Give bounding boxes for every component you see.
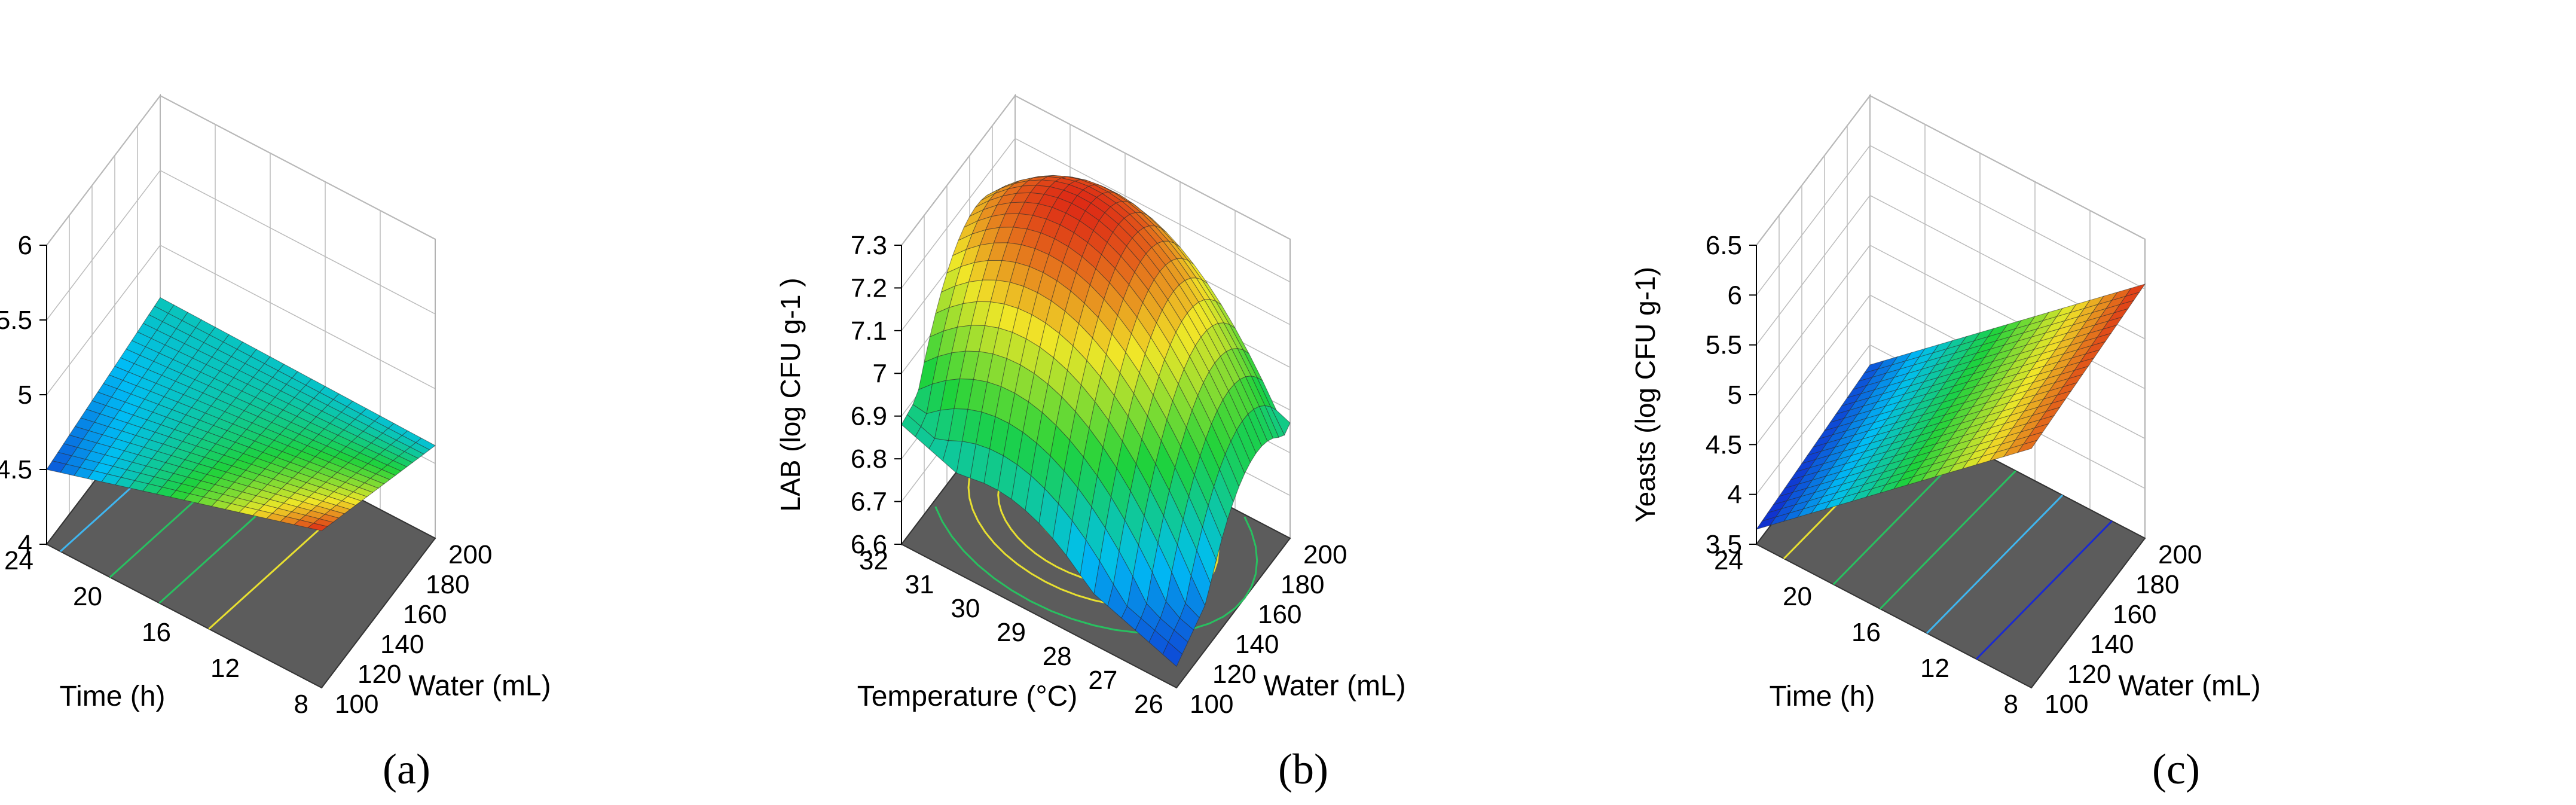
y-tick-label: 20 — [1783, 582, 1812, 611]
caption-b: (b) — [1278, 745, 1328, 793]
wall-gridline — [1756, 145, 1871, 295]
x-axis-label: Water (mL) — [2118, 670, 2260, 702]
z-tick-label: 5 — [1728, 380, 1742, 410]
y-tick-label: 16 — [142, 618, 171, 647]
x-tick-label: 140 — [2090, 630, 2134, 659]
z-tick-label: 7.2 — [851, 273, 887, 303]
x-tick-label: 140 — [380, 630, 424, 659]
x-tick-label: 160 — [1258, 600, 1301, 629]
caption-a: (a) — [383, 745, 430, 793]
y-tick-label: 30 — [951, 594, 980, 623]
y-tick-label: 32 — [859, 546, 888, 575]
wall-gridline — [1014, 138, 1291, 283]
z-tick-label: 4 — [1728, 480, 1742, 510]
z-tick-label: 6.9 — [851, 402, 887, 431]
z-tick-label: 5.5 — [1706, 331, 1742, 360]
z-tick-label: 7 — [873, 359, 887, 388]
y-tick-label: 31 — [905, 570, 934, 599]
z-tick-label: 7.1 — [851, 316, 887, 346]
y-tick-label: 29 — [997, 618, 1026, 647]
wall-gridline — [1756, 195, 1871, 346]
x-tick-label: 200 — [448, 540, 492, 569]
y-tick-label: 16 — [1851, 618, 1881, 647]
x-tick-label: 160 — [403, 600, 447, 629]
contour-line — [1879, 470, 2016, 610]
wall-gridline — [46, 245, 161, 395]
z-axis-label: Yeasts (log CFU g-1) — [1630, 267, 1661, 523]
contour-line — [1926, 494, 2064, 634]
y-tick-label: 24 — [1714, 546, 1743, 575]
surface-patch — [307, 523, 328, 532]
wall-gridline — [46, 170, 161, 321]
wall-gridline — [1756, 294, 1871, 445]
y-tick-label: 12 — [210, 654, 240, 683]
z-tick-label: 3.5 — [1706, 530, 1742, 559]
wall-gridline — [160, 170, 436, 315]
x-tick-label: 100 — [1190, 690, 1233, 719]
surface-patch — [1162, 642, 1183, 667]
x-tick-label: 120 — [357, 660, 401, 689]
z-tick-label: 6 — [18, 231, 32, 260]
z-tick-label: 4 — [18, 530, 32, 559]
wall-gridline — [1014, 95, 1291, 240]
y-tick-label: 28 — [1043, 642, 1072, 671]
wall-gridline — [1756, 95, 1871, 246]
x-tick-label: 120 — [2067, 660, 2111, 689]
x-tick-label: 200 — [1303, 540, 1347, 569]
x-tick-label: 100 — [2045, 690, 2088, 719]
z-tick-label: 6.7 — [851, 487, 887, 517]
x-tick-label: 200 — [2158, 540, 2202, 569]
wall-gridline — [901, 95, 1016, 246]
wall-gridline — [46, 95, 161, 246]
z-tick-label: 6.8 — [851, 444, 887, 474]
y-axis-label: Time (h) — [1770, 681, 1875, 712]
caption-c: (c) — [2152, 745, 2200, 793]
y-tick-label: 26 — [1134, 690, 1163, 719]
wall-gridline — [1756, 344, 1871, 495]
x-tick-label: 140 — [1235, 630, 1279, 659]
x-tick-label: 180 — [1281, 570, 1324, 599]
z-tick-label: 5.5 — [0, 306, 32, 335]
wall-gridline — [160, 95, 436, 240]
y-tick-label: 8 — [294, 690, 308, 719]
z-axis-label: LAB (log CFU g-1 ) — [775, 278, 806, 511]
wall-gridline — [1869, 145, 2146, 289]
z-tick-label: 4.5 — [0, 455, 32, 484]
wall-gridline — [1869, 95, 2146, 240]
z-tick-label: 6 — [1728, 280, 1742, 310]
wall-gridline — [1869, 245, 2146, 389]
y-tick-label: 27 — [1088, 666, 1117, 695]
x-tick-label: 180 — [426, 570, 469, 599]
contour-line — [1975, 520, 2113, 660]
z-tick-label: 5 — [18, 380, 32, 410]
z-tick-label: 7.3 — [851, 231, 887, 260]
surface-patch — [2016, 440, 2038, 453]
z-tick-label: 6.6 — [851, 530, 887, 559]
wall-gridline — [901, 138, 1016, 288]
wall-gridline — [160, 245, 436, 389]
x-axis-label: Water (mL) — [408, 670, 551, 702]
z-tick-label: 4.5 — [1706, 430, 1742, 459]
x-tick-label: 180 — [2135, 570, 2179, 599]
x-tick-label: 120 — [1212, 660, 1256, 689]
y-tick-label: 20 — [73, 582, 102, 611]
x-tick-label: 100 — [335, 690, 378, 719]
z-tick-label: 6.5 — [1706, 231, 1742, 260]
y-tick-label: 8 — [2004, 690, 2018, 719]
plot-b: 7.3 7.2 7.1 7 6.9 6.8 6.7 6.6 100120140160180200… — [775, 94, 1406, 719]
x-axis-label: Water (mL) — [1263, 670, 1405, 702]
y-axis-label: Temperature (°C) — [857, 681, 1078, 712]
x-tick-label: 160 — [2113, 600, 2156, 629]
y-tick-label: 24 — [4, 546, 33, 575]
y-tick-label: 12 — [1920, 654, 1949, 683]
y-axis-label: Time (h) — [60, 681, 166, 712]
wall-gridline — [1756, 245, 1871, 395]
